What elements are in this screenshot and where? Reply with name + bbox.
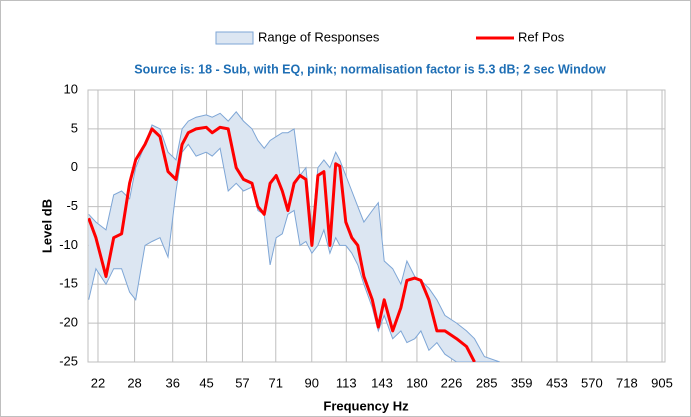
x-tick-label: 143: [371, 375, 393, 390]
band-edge: [88, 143, 500, 362]
y-tick-label: 5: [71, 120, 78, 135]
x-tick-label: 45: [199, 375, 213, 390]
data-line: [88, 125, 476, 362]
x-tick-label: 113: [336, 375, 357, 390]
legend-label: Range of Responses: [258, 29, 380, 44]
x-tick-label: 28: [127, 375, 141, 390]
legend-swatch: [215, 31, 254, 45]
x-tick-label: 90: [305, 375, 319, 390]
band-edge: [88, 111, 501, 362]
x-tick-label: 22: [91, 375, 105, 390]
range-band: [88, 111, 500, 362]
x-axis-label: Frequency Hz: [323, 398, 409, 413]
x-tick-label: 71: [269, 375, 283, 390]
y-axis-label: Level dB: [39, 199, 54, 253]
y-tick-label: -5: [66, 198, 78, 213]
x-tick-label: 285: [476, 375, 498, 390]
y-tick-label: -15: [59, 276, 78, 291]
x-tick-label: 36: [165, 375, 179, 390]
x-tick-label: 359: [511, 375, 533, 390]
y-tick-label: -25: [59, 353, 78, 368]
chart-subtitle: Source is: 18 - Sub, with EQ, pink; norm…: [134, 62, 606, 76]
x-tick-label: 570: [581, 375, 603, 390]
y-tick-label: 10: [64, 81, 78, 96]
y-tick-label: 0: [71, 159, 78, 174]
x-tick-label: 57: [235, 375, 249, 390]
y-tick-label: -20: [59, 315, 78, 330]
y-tick-label: -10: [59, 237, 78, 252]
x-tick-label: 453: [546, 375, 568, 390]
x-tick-label: 718: [616, 375, 638, 390]
x-tick-label: 905: [651, 375, 673, 390]
x-tick-label: 226: [441, 375, 463, 390]
x-tick-label: 180: [406, 375, 428, 390]
legend-label: Ref Pos: [518, 29, 565, 44]
